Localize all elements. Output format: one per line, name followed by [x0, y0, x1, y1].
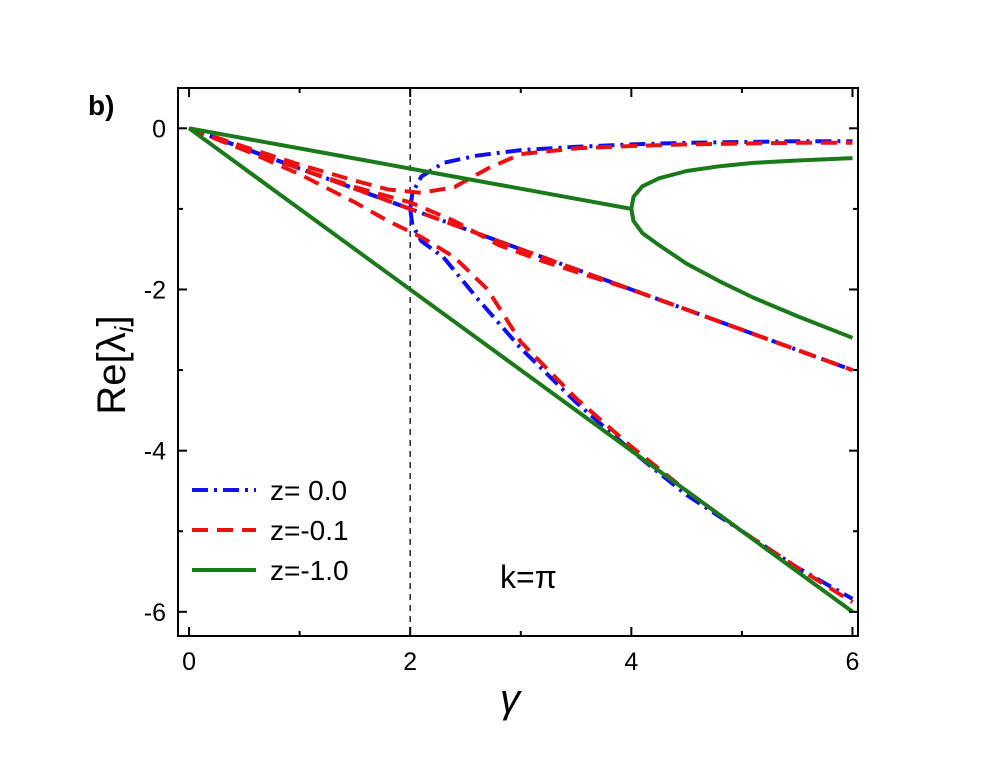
x-tick-label: 0 — [182, 648, 196, 676]
series-0-branch-3-line — [408, 208, 854, 601]
y-axis-label: Re[λi] — [90, 315, 139, 414]
series-2-branch-2-line — [629, 208, 854, 340]
legend-label-2: z=-1.0 — [270, 555, 349, 586]
series-2-branch-1-line — [629, 156, 853, 210]
series-2-branch-0-line — [188, 126, 632, 211]
series-1-branch-1-line — [188, 126, 853, 195]
k-annotation: k=π — [500, 559, 557, 595]
y-axis-label-close: ] — [90, 315, 134, 326]
legend-label-1: z=-0.1 — [270, 515, 349, 546]
series-1-branch-3-line — [188, 126, 854, 372]
series-2-branch-3-line — [187, 126, 854, 614]
y-tick-label: -2 — [144, 276, 166, 304]
y-axis-label-main: Re[λ — [90, 332, 134, 414]
series-group — [187, 126, 854, 614]
legend-label-0: z= 0.0 — [270, 475, 347, 506]
x-tick-label: 6 — [846, 648, 860, 676]
series-0-branch-2-line — [408, 139, 853, 210]
panel-label: b) — [88, 90, 114, 121]
axes-frame — [177, 87, 859, 637]
x-tick-label: 4 — [624, 648, 638, 676]
x-axis-label: γ — [500, 677, 522, 721]
y-tick-label: -6 — [144, 599, 166, 627]
y-tick-label: -4 — [144, 438, 166, 466]
y-tick-label: 0 — [152, 115, 166, 143]
y-axis-label-sub: i — [109, 325, 139, 332]
ticks-group: 0 2 4 6 0 -2 -4 -6 — [144, 88, 860, 676]
plot-frame — [177, 87, 859, 637]
legend: z= 0.0 z=-0.1 z=-1.0 — [192, 475, 349, 586]
y-axis-label-group: Re[λi] — [90, 315, 139, 414]
x-tick-label: 2 — [403, 648, 417, 676]
series-1-branch-2-line — [188, 126, 854, 604]
